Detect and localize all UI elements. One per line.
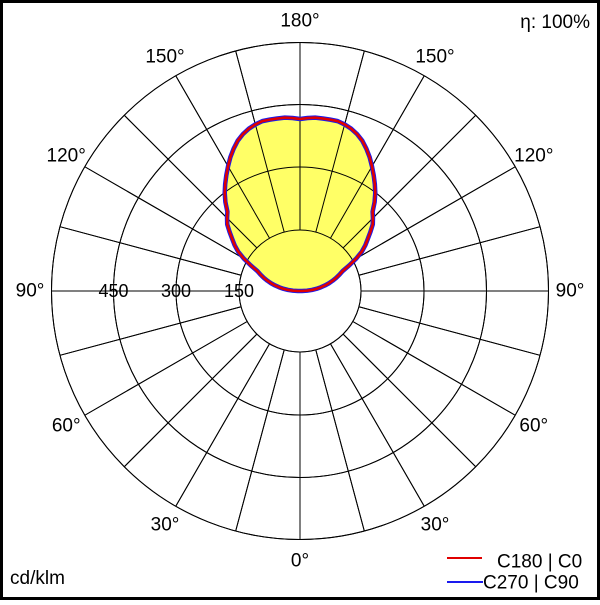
svg-text:450: 450 <box>98 281 128 301</box>
svg-text:90°: 90° <box>556 281 585 302</box>
svg-text:cd/klm: cd/klm <box>10 568 65 589</box>
svg-text:180°: 180° <box>280 11 319 32</box>
svg-text:60°: 60° <box>52 416 81 437</box>
svg-text:0°: 0° <box>291 551 309 572</box>
svg-text:90°: 90° <box>16 281 45 302</box>
svg-text:120°: 120° <box>47 146 86 167</box>
svg-text:60°: 60° <box>519 416 548 437</box>
svg-text:150°: 150° <box>145 47 184 68</box>
svg-text:C180 | C0: C180 | C0 <box>497 552 582 573</box>
svg-text:300: 300 <box>161 281 191 301</box>
svg-text:30°: 30° <box>151 514 180 535</box>
svg-text:150°: 150° <box>415 47 454 68</box>
svg-text:30°: 30° <box>421 514 450 535</box>
svg-text:150: 150 <box>224 281 254 301</box>
svg-text:η: 100%: η: 100% <box>520 12 590 33</box>
svg-text:120°: 120° <box>514 146 553 167</box>
svg-text:C270 | C90: C270 | C90 <box>483 573 579 594</box>
